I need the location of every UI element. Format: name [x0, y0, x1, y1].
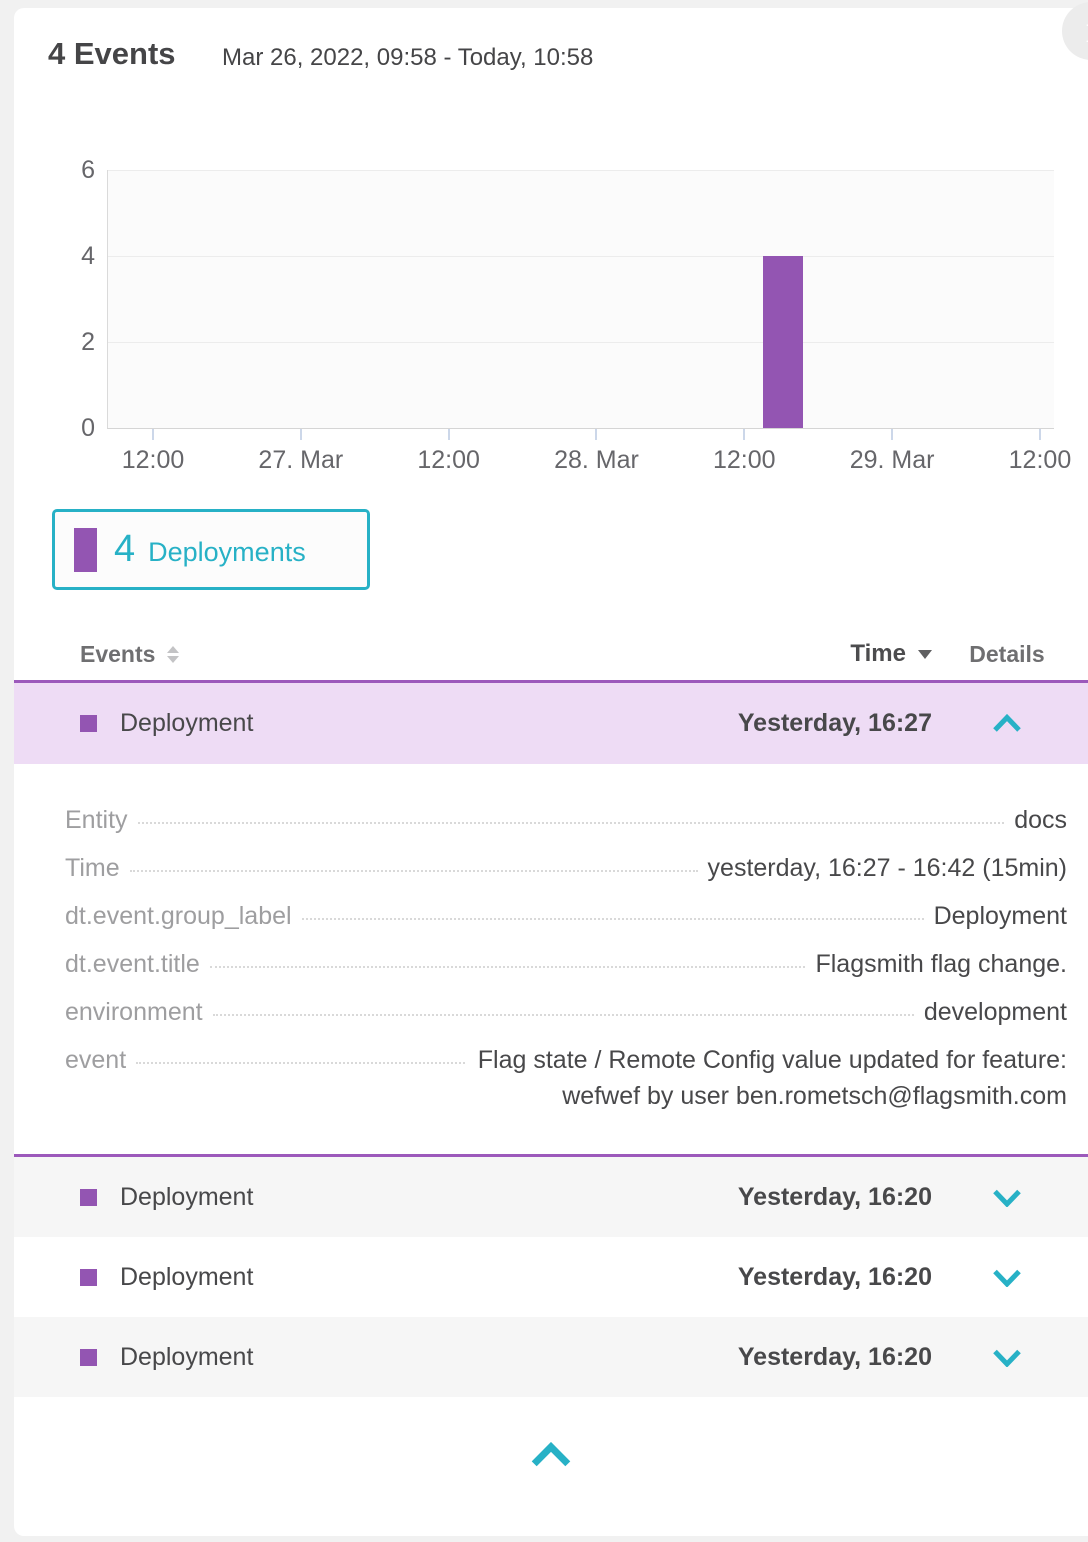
detail-row: environment development [65, 994, 1067, 1030]
x-axis-tick-label: 27. Mar [258, 446, 344, 474]
detail-row: Entity docs [65, 802, 1067, 838]
detail-value: development [923, 998, 1067, 1026]
table-row[interactable]: Deployment Yesterday, 16:20 [14, 1157, 1088, 1237]
event-time: Yesterday, 16:20 [737, 1342, 932, 1371]
column-header-time[interactable]: Time [850, 640, 932, 668]
table-row[interactable]: Deployment Yesterday, 16:27 [14, 680, 1088, 764]
table-row[interactable]: Deployment Yesterday, 16:20 [14, 1317, 1088, 1397]
y-axis-tick-label: 6 [81, 156, 95, 184]
deployments-swatch-icon [74, 527, 97, 572]
time-range-label: Mar 26, 2022, 09:58 - Today, 10:58 [222, 44, 594, 71]
y-axis-tick-label: 2 [81, 327, 95, 356]
detail-row: dt.event.title Flagsmith flag change. [65, 946, 1067, 982]
event-type-label: Deployment [120, 1262, 254, 1291]
chart-plot-area [107, 170, 1054, 429]
table-row[interactable]: Deployment Yesterday, 16:20 [14, 1237, 1088, 1317]
column-header-events[interactable]: Events [80, 640, 180, 668]
detail-value: Flag state / Remote Config value updated… [477, 1046, 1067, 1110]
detail-key: environment [65, 998, 203, 1026]
event-time: Yesterday, 16:27 [737, 709, 932, 737]
detail-key: Entity [65, 806, 128, 834]
detail-key: event [65, 1046, 127, 1074]
events-table-body: Deployment Yesterday, 16:27 Entity docs Tim… [14, 680, 1088, 1397]
column-header-details: Details [969, 640, 1045, 667]
sort-down-arrow-icon [167, 655, 180, 663]
chart-gridline [108, 170, 1054, 171]
event-time: Yesterday, 16:20 [737, 1262, 932, 1291]
x-axis-tick-label: 12:00 [417, 446, 480, 474]
dotted-leader [137, 820, 1005, 824]
event-type-label: Deployment [120, 1182, 254, 1211]
time-header-label: Time [850, 640, 906, 667]
x-axis-tick [447, 429, 450, 440]
x-axis-tick-label: 28. Mar [554, 446, 639, 474]
deployment-square-icon [80, 1268, 97, 1286]
chart-x-axis: 12:00 27. Mar 12:00 28. Mar 12:00 29. Mar 12:0… [107, 429, 1071, 489]
x-axis-tick-label: 12:00 [121, 446, 185, 474]
detail-row: event Flag state / Remote Config value up… [65, 1042, 1067, 1114]
x-axis-tick [595, 429, 598, 440]
deployments-bar[interactable] [763, 256, 804, 428]
y-axis-tick-label: 4 [81, 241, 95, 270]
chevron-up-icon[interactable] [952, 714, 1062, 733]
chevron-down-icon[interactable] [952, 1188, 1062, 1207]
chart-y-axis: 6 4 2 0 [50, 156, 95, 442]
deployment-square-icon [80, 1188, 97, 1206]
detail-row: dt.event.group_label Deployment [65, 898, 1067, 934]
chart-gridline [108, 256, 1054, 257]
deployment-square-icon [80, 715, 97, 732]
events-header-label: Events [80, 640, 156, 667]
collapse-all-button[interactable] [14, 1442, 1088, 1468]
legend-text: 4 Deployments [114, 528, 306, 571]
sort-up-arrow-icon [167, 645, 180, 653]
x-axis-tick [743, 429, 746, 440]
event-time: Yesterday, 16:20 [737, 1182, 932, 1211]
legend-label: Deployments [148, 537, 306, 567]
x-axis-tick-label: 12:00 [713, 446, 776, 474]
dotted-leader [209, 964, 806, 968]
x-axis-tick [299, 429, 302, 440]
triangle-down-icon [918, 649, 932, 659]
dotted-leader [136, 1060, 465, 1064]
x-axis-tick [151, 429, 154, 440]
detail-value: docs [1014, 806, 1067, 834]
detail-key: dt.event.title [65, 950, 200, 978]
detail-value: Deployment [933, 902, 1067, 930]
x-axis-tick [891, 429, 894, 440]
x-axis-tick-label: 29. Mar [849, 446, 935, 474]
detail-value: yesterday, 16:27 - 16:42 (15min) [707, 854, 1067, 882]
x-axis-tick-label: 12:00 [1008, 446, 1072, 474]
table-header: Events Time Details [14, 628, 1088, 680]
deployment-square-icon [80, 1348, 97, 1366]
info-icon-glyph: i [1086, 9, 1088, 51]
chevron-down-icon[interactable] [952, 1348, 1062, 1367]
event-type-label: Deployment [120, 709, 254, 737]
detail-key: dt.event.group_label [65, 902, 292, 930]
dotted-leader [301, 916, 924, 920]
detail-value: Flagsmith flag change. [815, 950, 1067, 978]
chevron-down-icon[interactable] [952, 1268, 1062, 1287]
detail-key: Time [65, 854, 120, 882]
dotted-leader [212, 1012, 914, 1016]
legend-count: 4 [114, 528, 136, 570]
dotted-leader [129, 868, 698, 872]
event-details: Entity docs Time yesterday, 16:27 - 16:42 (… [14, 764, 1088, 1157]
event-type-label: Deployment [120, 1342, 254, 1371]
sort-icon [167, 645, 180, 663]
y-axis-tick-label: 0 [81, 414, 95, 442]
x-axis-tick [1038, 429, 1041, 440]
page-title: 4 Events [48, 36, 176, 71]
legend-deployments-button[interactable]: 4 Deployments [52, 509, 370, 590]
detail-row: Time yesterday, 16:27 - 16:42 (15min) [65, 850, 1067, 886]
chart-gridline [108, 342, 1054, 343]
